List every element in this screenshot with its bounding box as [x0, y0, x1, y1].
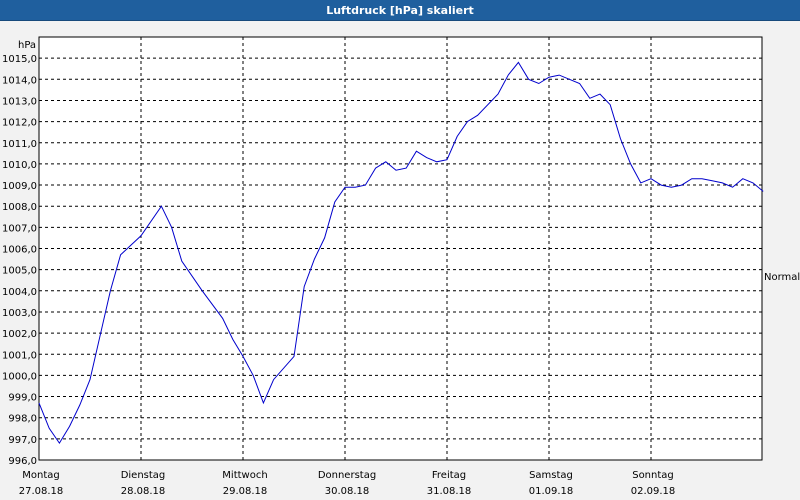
- normal-label: Normal: [764, 272, 800, 283]
- x-tick-labels: Montag 27.08.18 Dienstag 28.08.18 Mittwoch 29…: [19, 470, 676, 497]
- x-tick-weekday: Mittwoch: [222, 470, 267, 481]
- y-tick-label: 1014,0: [2, 75, 37, 86]
- y-tick-label: 1000,0: [2, 371, 37, 382]
- y-tick-label: 1006,0: [2, 245, 37, 256]
- y-axis-unit-label: hPa: [18, 40, 36, 51]
- x-tick-date: 31.08.18: [427, 486, 472, 497]
- x-tick-date: 30.08.18: [325, 486, 370, 497]
- x-tick-date: 27.08.18: [19, 486, 64, 497]
- y-tick-label: 999,0: [8, 393, 37, 404]
- x-tick-weekday: Dienstag: [121, 470, 166, 481]
- y-tick-label: 998,0: [8, 414, 37, 425]
- y-tick-labels: 996,0 997,0 998,0 999,0 1000,0 1001,0 1002,0 10…: [2, 54, 37, 467]
- y-tick-label: 1008,0: [2, 202, 37, 213]
- y-tick-label: 1005,0: [2, 266, 37, 277]
- x-tick-weekday: Sonntag: [632, 470, 674, 481]
- y-tick-label: 1007,0: [2, 223, 37, 234]
- x-tick-date: 29.08.18: [223, 486, 268, 497]
- y-tick-label: 1004,0: [2, 287, 37, 298]
- x-tick-date: 01.09.18: [529, 486, 574, 497]
- y-tick-label: 1003,0: [2, 308, 37, 319]
- y-tick-label: 1009,0: [2, 181, 37, 192]
- chart-title-bar: Luftdruck [hPa] skaliert: [0, 0, 800, 21]
- y-tick-label: 1013,0: [2, 96, 37, 107]
- x-tick-weekday: Freitag: [432, 470, 466, 481]
- x-tick-weekday: Samstag: [529, 470, 573, 481]
- y-tick-label: 1011,0: [2, 139, 37, 150]
- x-tick-weekday: Montag: [22, 470, 59, 481]
- y-tick-label: 997,0: [8, 435, 37, 446]
- y-tick-label: 996,0: [8, 456, 37, 467]
- grid-lines: [39, 37, 762, 460]
- x-tick-weekday: Donnerstag: [318, 470, 376, 481]
- x-tick-date: 02.09.18: [631, 486, 676, 497]
- y-tick-label: 1015,0: [2, 54, 37, 65]
- y-tick-label: 1012,0: [2, 118, 37, 129]
- pressure-series-line: [38, 61, 764, 445]
- x-tick-date: 28.08.18: [121, 486, 166, 497]
- y-tick-label: 1002,0: [2, 329, 37, 340]
- chart-title: Luftdruck [hPa] skaliert: [326, 3, 474, 17]
- y-tick-label: 1001,0: [2, 350, 37, 361]
- y-tick-label: 1010,0: [2, 160, 37, 171]
